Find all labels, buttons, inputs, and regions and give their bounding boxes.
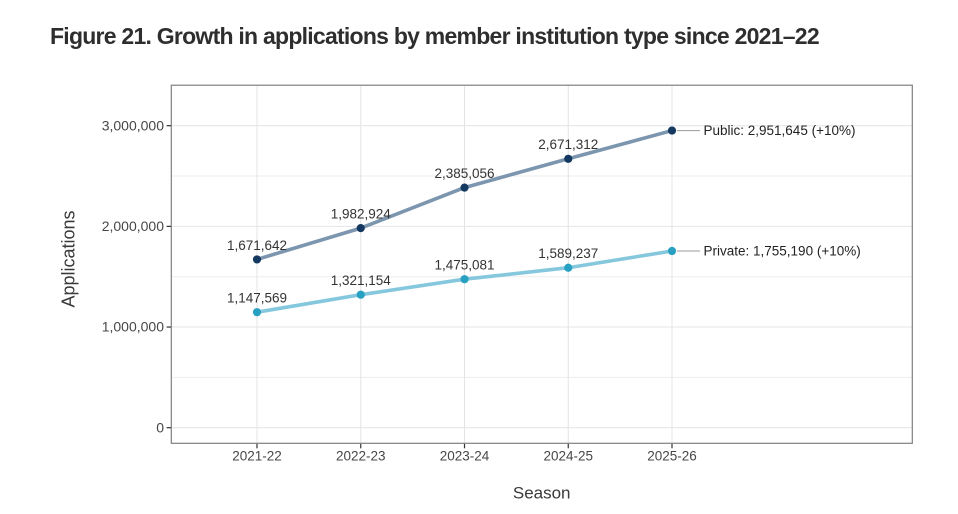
svg-text:Applications: Applications (59, 210, 79, 307)
svg-text:0: 0 (156, 419, 164, 435)
svg-text:2022-23: 2022-23 (336, 449, 386, 464)
svg-text:1,147,569: 1,147,569 (227, 291, 287, 306)
svg-text:Season: Season (513, 484, 571, 503)
svg-text:1,589,237: 1,589,237 (538, 246, 598, 261)
svg-text:2025-26: 2025-26 (647, 449, 697, 464)
svg-text:1,475,081: 1,475,081 (434, 258, 494, 273)
svg-text:1,000,000: 1,000,000 (102, 319, 164, 335)
svg-text:1,982,924: 1,982,924 (331, 207, 392, 222)
svg-text:Private: 1,755,190 (+10%): Private: 1,755,190 (+10%) (704, 244, 861, 259)
svg-text:2,671,312: 2,671,312 (538, 137, 598, 152)
svg-text:1,671,642: 1,671,642 (227, 238, 287, 253)
svg-text:2023-24: 2023-24 (440, 449, 490, 464)
svg-text:2021-22: 2021-22 (232, 449, 282, 464)
svg-text:2024-25: 2024-25 (543, 449, 593, 464)
svg-text:3,000,000: 3,000,000 (102, 117, 164, 133)
svg-text:1,321,154: 1,321,154 (331, 273, 392, 288)
svg-text:2,385,056: 2,385,056 (434, 166, 494, 181)
svg-text:2,000,000: 2,000,000 (102, 218, 164, 234)
svg-text:Public: 2,951,645 (+10%): Public: 2,951,645 (+10%) (704, 123, 856, 138)
